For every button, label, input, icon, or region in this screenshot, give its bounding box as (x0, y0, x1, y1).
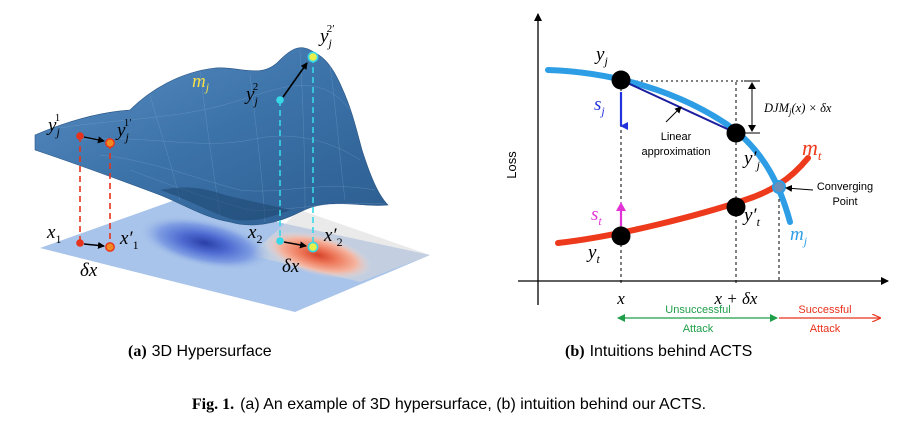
label-sj: sj (594, 94, 605, 118)
arrow-x1-to-x1p (83, 241, 105, 249)
surface-valley-shadow (160, 187, 290, 221)
point-yj (611, 70, 631, 90)
label-y2: yj2 (244, 81, 258, 108)
point-x1p (105, 242, 115, 252)
successful-attack-label-1: Successful (798, 304, 851, 316)
converging-point (772, 180, 786, 194)
point-x2p (307, 241, 319, 253)
label-mt: mt (802, 135, 822, 163)
converging-label-2: Point (832, 196, 857, 208)
x-tick-x: x (616, 289, 625, 308)
figure-caption: Fig. 1. (a) An example of 3D hypersurface… (192, 396, 706, 413)
surface-label-mj: mj (192, 71, 210, 94)
label-yt-prime: y′t (742, 205, 761, 229)
arrow-st-head (616, 202, 626, 211)
label-x1: x1 (46, 222, 61, 246)
label-mj: mj (790, 224, 808, 248)
point-y2p (307, 51, 319, 63)
label-y1: yj1 (46, 112, 60, 139)
label-x2: x2 (247, 222, 262, 246)
arrow-y2-to-y2p (282, 62, 308, 98)
label-dx-1: δx (80, 260, 98, 281)
djm-arrow-up (748, 82, 756, 89)
djm-arrow-down (748, 125, 756, 132)
djm-label: DJMj(x) × δx (763, 101, 832, 117)
converging-label-1: Converging (817, 181, 873, 193)
linear-approx-pointer (665, 106, 682, 123)
panel-b-caption: (b) Intuitions behind ACTS (565, 343, 752, 360)
linear-approximation-line (620, 79, 737, 134)
panel-a-caption: (a) 3D Hypersurface (128, 343, 272, 360)
floor-blue-basin (138, 215, 272, 271)
successful-attack-label-2: Attack (810, 323, 841, 335)
point-y2 (276, 96, 284, 104)
label-x2p: x′2 (323, 225, 343, 249)
label-yj: yj (594, 44, 608, 68)
label-y2p: yj2′ (318, 23, 335, 50)
panel-b-intuitions: Loss DJMj(x) × δx (504, 13, 889, 360)
point-x2 (276, 237, 284, 245)
panel-a-3d-hypersurface: mj yj1 yj1′ yj2 yj2′ (34, 23, 430, 360)
label-y1p: yj1′ (115, 117, 132, 144)
point-x1 (76, 239, 84, 247)
point-y1p (105, 138, 115, 148)
label-x1p: x′1 (119, 228, 139, 252)
point-yt-prime (726, 197, 746, 217)
linear-approx-label-2: approximation (641, 146, 710, 158)
point-yt (611, 226, 631, 246)
label-yt: yt (586, 242, 600, 266)
unsuccessful-attack-label-2: Attack (683, 323, 714, 335)
linear-approx-label-1: Linear (661, 131, 692, 143)
label-yj-prime: y′j (742, 148, 761, 172)
point-yj-prime (726, 123, 746, 143)
converging-pointer (785, 184, 814, 192)
unsuccessful-attack-label-1: Unsuccessful (665, 304, 730, 316)
hypersurface (34, 47, 389, 226)
arrow-x2-to-x2p (283, 241, 307, 249)
label-st: st (591, 204, 602, 228)
point-y1 (76, 132, 84, 140)
y-axis-label: Loss (504, 151, 519, 179)
x-tick-x-dx: x + δx (714, 289, 758, 308)
arrow-y1-to-y1p (83, 136, 105, 144)
label-dx-2: δx (282, 256, 300, 277)
